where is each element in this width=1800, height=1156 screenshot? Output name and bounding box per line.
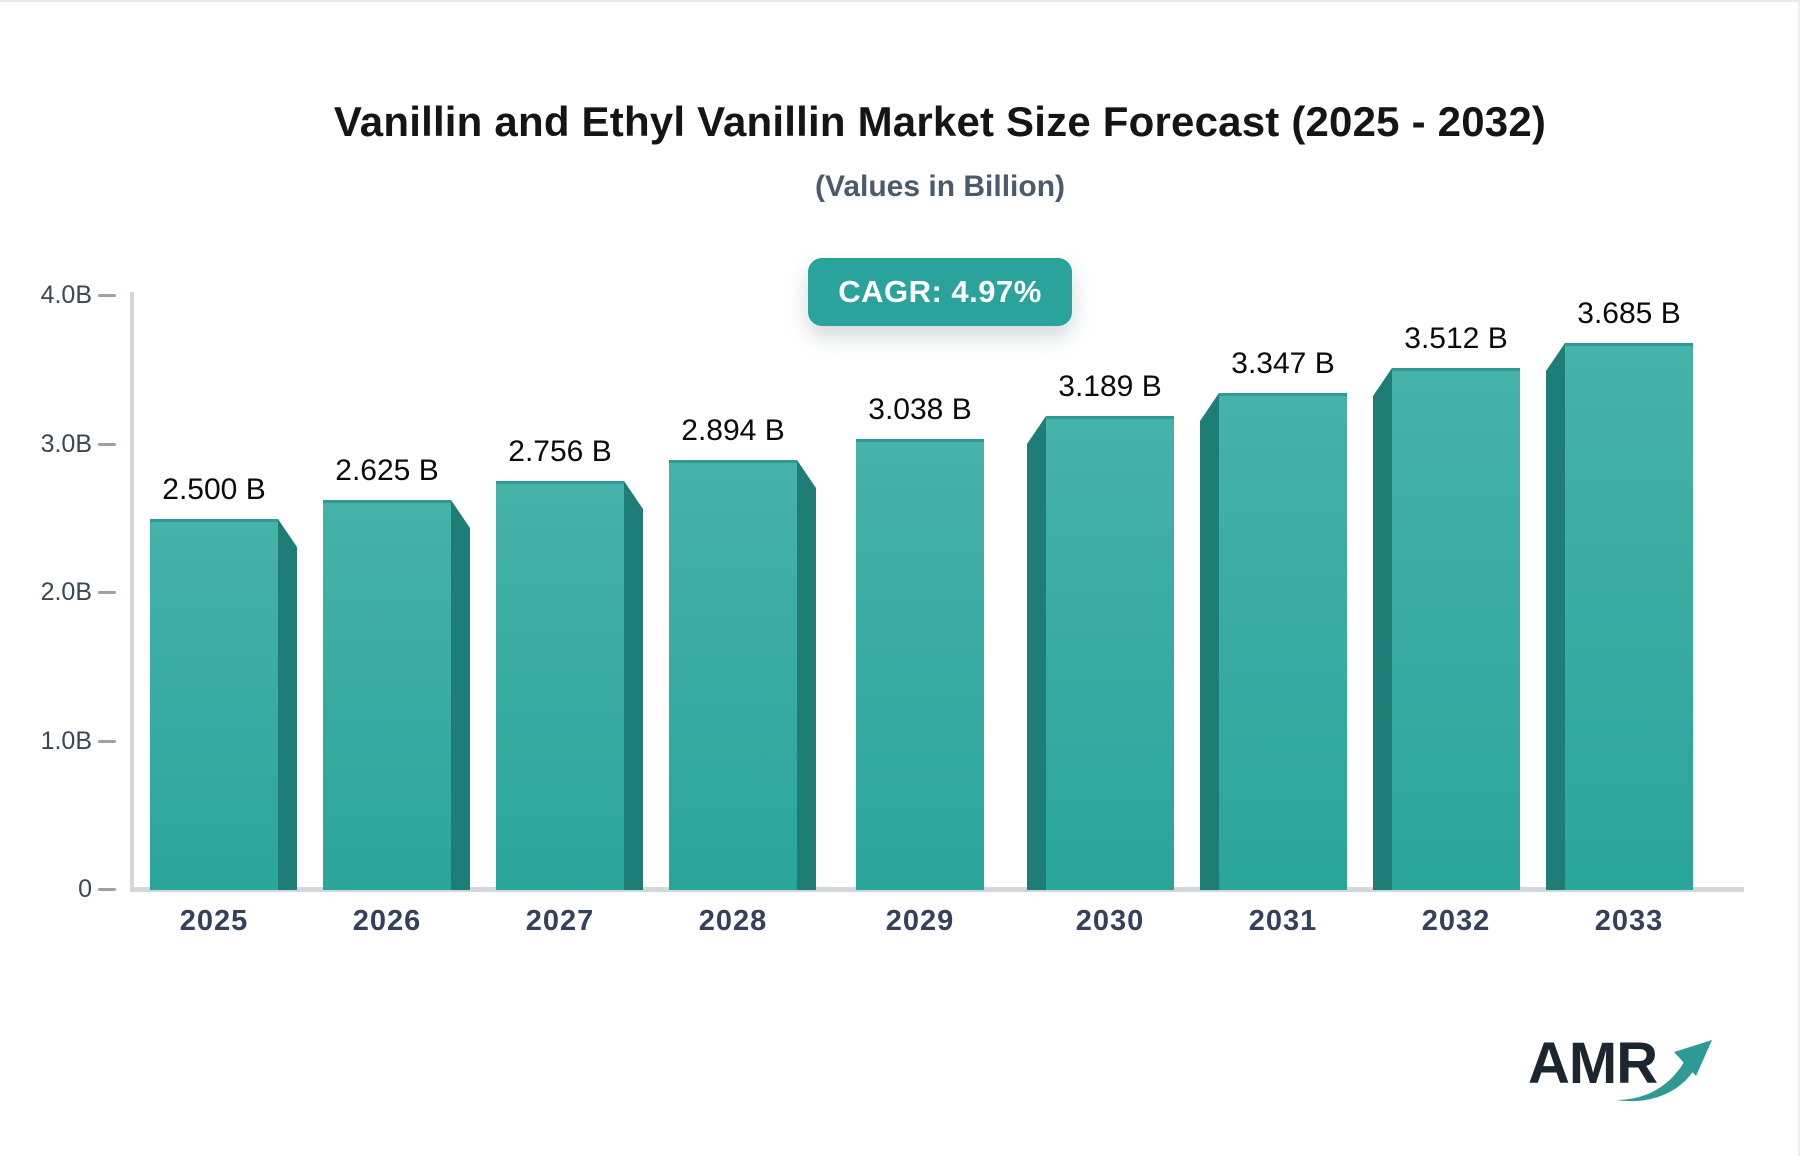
x-axis-label: 2032 bbox=[1421, 905, 1491, 937]
bar-value-label: 3.512 B bbox=[1404, 322, 1508, 355]
bar-2029 bbox=[856, 439, 984, 890]
bar-side-face bbox=[1373, 368, 1392, 890]
bar-value-label: 3.038 B bbox=[868, 393, 972, 426]
y-axis-tick-label: 4.0B bbox=[40, 281, 92, 309]
x-axis-label: 2030 bbox=[1075, 905, 1145, 937]
x-axis-label: 2027 bbox=[525, 905, 595, 937]
x-axis-label: 2028 bbox=[698, 905, 768, 937]
bar-side-face bbox=[1027, 416, 1046, 890]
trend-up-arrow-icon bbox=[1616, 1040, 1712, 1102]
y-axis-tick-label: 0 bbox=[78, 875, 92, 903]
cagr-badge-row: CAGR: 4.97% bbox=[135, 258, 1745, 326]
y-axis-tick-label: 3.0B bbox=[40, 429, 92, 458]
bar-side-face bbox=[1546, 343, 1565, 890]
bar-2027 bbox=[496, 481, 624, 890]
y-axis-tick-label: 1.0B bbox=[40, 726, 92, 755]
y-axis-tick bbox=[98, 591, 116, 594]
bar-value-label: 2.500 B bbox=[162, 473, 266, 506]
bar-value-label: 2.625 B bbox=[335, 454, 439, 487]
x-axis-label: 2025 bbox=[179, 905, 249, 937]
x-axis-label: 2031 bbox=[1248, 905, 1318, 937]
bar-side-face bbox=[797, 460, 816, 890]
bar-side-face bbox=[1200, 393, 1219, 890]
y-axis-tick bbox=[98, 294, 116, 297]
bar-value-label: 3.347 B bbox=[1231, 347, 1335, 380]
bar-2031 bbox=[1219, 393, 1347, 890]
bar-side-face bbox=[278, 519, 297, 890]
bar-2025 bbox=[150, 519, 278, 890]
amr-logo-text: AMR bbox=[1528, 1031, 1658, 1096]
x-axis-label: 2033 bbox=[1594, 905, 1664, 937]
bar-side-face bbox=[451, 500, 470, 890]
y-axis-tick bbox=[98, 442, 116, 446]
y-axis-tick bbox=[98, 888, 116, 891]
bar-2033 bbox=[1565, 343, 1693, 890]
amr-logo: AMR bbox=[1528, 1030, 1718, 1114]
y-axis-line bbox=[130, 292, 134, 892]
bar-value-label: 2.894 B bbox=[681, 414, 785, 447]
bar-value-label: 3.685 B bbox=[1577, 297, 1681, 330]
bar-2032 bbox=[1392, 368, 1520, 890]
x-axis-label: 2026 bbox=[352, 905, 422, 937]
bar-2028 bbox=[669, 460, 797, 890]
cagr-badge: CAGR: 4.97% bbox=[808, 258, 1072, 326]
bar-value-label: 3.189 B bbox=[1058, 370, 1162, 403]
chart-subtitle: (Values in Billion) bbox=[814, 170, 1066, 203]
bar-side-face bbox=[624, 481, 643, 890]
bar-2030 bbox=[1046, 416, 1174, 890]
chart-title: Vanillin and Ethyl Vanillin Market Size … bbox=[333, 98, 1547, 145]
bar-2026 bbox=[323, 500, 451, 890]
y-axis-tick bbox=[98, 739, 116, 743]
x-axis-label: 2029 bbox=[885, 905, 955, 937]
bar-value-label: 2.756 B bbox=[508, 435, 612, 468]
y-axis-tick-label: 2.0B bbox=[40, 578, 92, 606]
